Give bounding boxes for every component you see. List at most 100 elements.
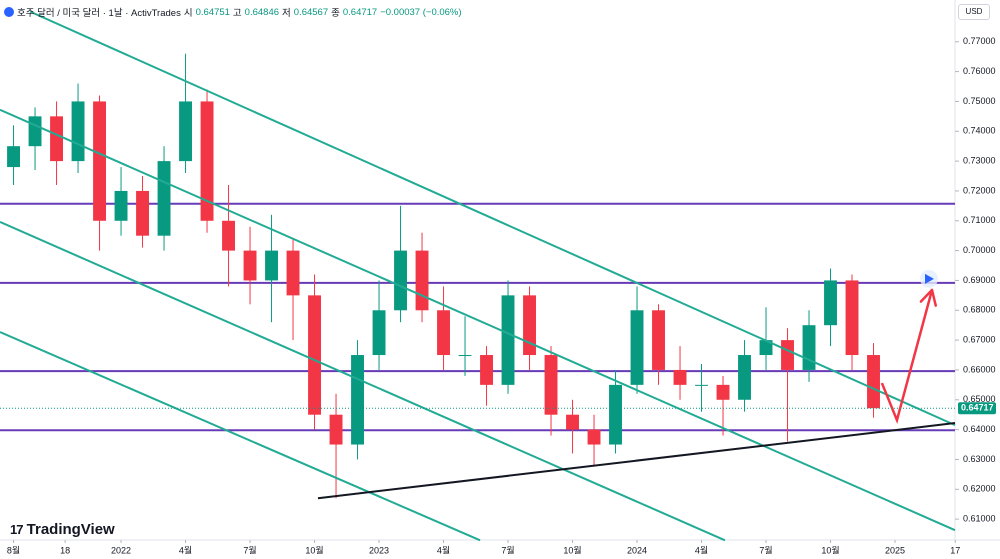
x-tick-label: 2022 <box>111 545 131 555</box>
candle-body <box>501 295 515 385</box>
y-tick-label: 0.64000 <box>963 424 996 434</box>
y-tick-label: 0.72000 <box>963 185 996 195</box>
candle-body <box>630 310 644 385</box>
arrow-head <box>930 288 937 307</box>
candle-body <box>544 355 558 415</box>
last-price-label: 0.64717 <box>961 403 994 413</box>
x-tick-label: 4월 <box>695 544 708 555</box>
field-label: 고 <box>232 8 242 19</box>
symbol-icon <box>4 7 14 17</box>
x-tick-label: 2025 <box>885 545 905 555</box>
trend-line <box>317 422 956 500</box>
candle-body <box>28 116 42 147</box>
marker <box>924 273 934 284</box>
y-tick-label: 0.76000 <box>963 66 996 76</box>
field-label: 저 <box>282 8 291 19</box>
candle-body <box>759 340 773 356</box>
candle-body <box>845 280 859 356</box>
y-tick-label: 0.69000 <box>963 275 996 285</box>
y-tick-label: 0.74000 <box>963 126 996 136</box>
candle-body <box>695 384 708 386</box>
candle-body <box>652 310 665 370</box>
x-tick-label: 4월 <box>437 544 450 555</box>
x-tick-label: 17 <box>950 545 960 555</box>
candle-body <box>286 250 300 296</box>
candle-body <box>566 414 579 430</box>
candle-body <box>394 250 407 311</box>
candle-body <box>609 384 622 445</box>
trend-line <box>29 10 956 427</box>
candle-body <box>781 340 794 370</box>
x-tick-label: 8월 <box>7 544 20 555</box>
y-tick-label: 0.73000 <box>963 155 996 165</box>
x-tick-label: 7월 <box>501 544 514 555</box>
candle-body <box>824 280 837 326</box>
y-tick-label: 0.75000 <box>963 96 996 106</box>
x-tick-label: 10월 <box>821 544 839 555</box>
candle-body <box>71 101 85 162</box>
change: −0.00037 (−0.06%) <box>380 6 462 18</box>
arrow-path <box>880 289 934 424</box>
y-tick-label: 0.71000 <box>963 215 996 225</box>
candle-body <box>716 384 730 400</box>
brand-name: TradingView <box>26 521 115 538</box>
candle-body <box>802 325 816 370</box>
candle-body <box>480 355 493 385</box>
candle-body <box>7 146 20 168</box>
candle-body <box>437 310 450 356</box>
y-tick-label: 0.62000 <box>963 484 996 494</box>
field-label: 종 <box>331 8 340 19</box>
candle-body <box>458 355 472 357</box>
candle-body <box>673 369 687 385</box>
x-tick-label: 7월 <box>759 544 772 555</box>
candle-body <box>179 101 192 162</box>
candle-body <box>329 414 343 445</box>
y-tick-label: 0.77000 <box>963 36 996 46</box>
x-tick-label: 18 <box>60 545 70 555</box>
field-value: 0.64751 <box>195 6 230 18</box>
candle-body <box>738 355 751 400</box>
field-value: 0.64846 <box>244 6 280 18</box>
last-price-box <box>958 402 996 415</box>
candle-body <box>523 295 536 356</box>
y-tick-label: 0.61000 <box>963 513 996 523</box>
y-tick-label: 0.65000 <box>963 394 996 404</box>
y-tick-label: 0.67000 <box>963 334 996 344</box>
candle-body <box>415 250 429 311</box>
candle-body <box>308 295 321 415</box>
candle-body <box>93 101 106 221</box>
field-label: 시 <box>183 8 193 19</box>
y-tick-label: 0.63000 <box>963 454 996 464</box>
candle-body <box>587 429 601 445</box>
symbol: 호주 달러 / 미국 달러 · 1날 · ActivTrades <box>17 8 181 19</box>
x-tick-label: 10월 <box>563 544 581 555</box>
x-tick-label: 4월 <box>179 544 192 555</box>
candle-body <box>114 190 128 221</box>
trend-line <box>0 221 726 542</box>
y-tick-label: 0.70000 <box>963 245 996 255</box>
y-tick-label: 0.68000 <box>963 305 996 315</box>
candle-body <box>243 250 257 281</box>
candle-body <box>136 190 149 236</box>
trend-line <box>0 331 481 542</box>
candle-body <box>200 101 214 221</box>
candle-body <box>351 355 364 445</box>
candle-body <box>157 161 171 236</box>
candle-body <box>50 116 63 162</box>
x-tick-label: 2023 <box>369 545 389 555</box>
brand-icon: 17 <box>10 522 24 537</box>
y-tick-label: 0.66000 <box>963 364 996 374</box>
candle-body <box>265 250 278 281</box>
x-tick-label: 10월 <box>305 544 323 555</box>
header: 호주 달러 / 미국 달러 · 1날 · ActivTrades 시 0.6475… <box>4 5 462 19</box>
field-value: 0.64717 <box>342 6 378 18</box>
trend-line <box>0 108 956 532</box>
arrow-head <box>919 288 934 303</box>
candle-body <box>222 220 235 251</box>
field-value: 0.64567 <box>293 6 329 18</box>
brand-logo: 17 TradingView <box>10 521 115 538</box>
currency-button[interactable]: USD <box>958 4 990 20</box>
candle-body <box>867 355 880 409</box>
